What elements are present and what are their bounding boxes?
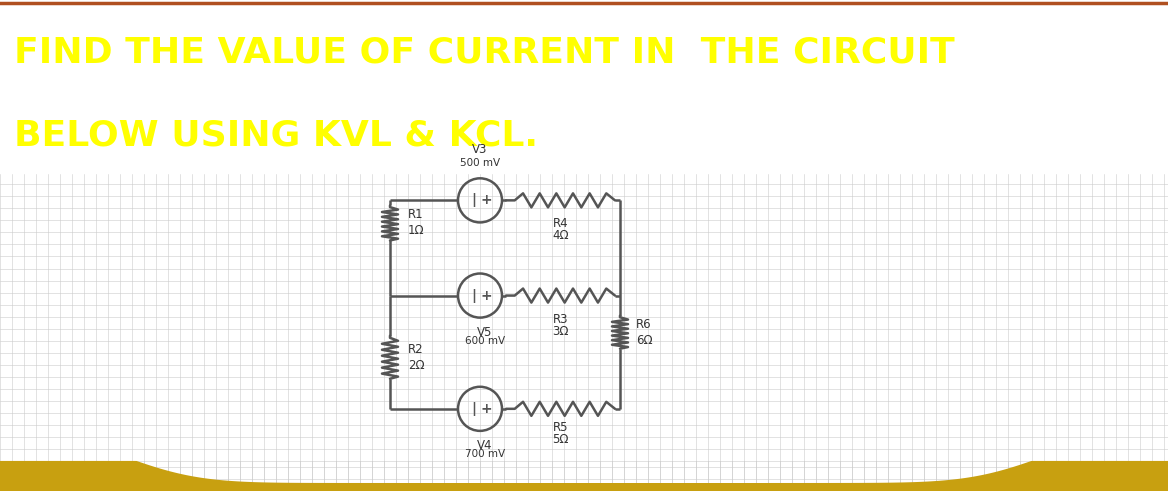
Text: +: + [480,289,492,302]
Text: R6: R6 [637,318,652,330]
Text: 600 mV: 600 mV [465,336,505,346]
Text: 5Ω: 5Ω [552,433,569,446]
Text: R2: R2 [408,343,424,355]
Text: V4: V4 [478,439,493,452]
Text: +: + [480,193,492,207]
Text: |: | [472,193,477,207]
Polygon shape [0,461,399,491]
Polygon shape [769,461,1168,491]
Text: 6Ω: 6Ω [637,334,653,347]
Text: R5: R5 [552,421,569,434]
Text: 700 mV: 700 mV [465,449,505,459]
Text: R1: R1 [408,208,424,221]
Text: 500 mV: 500 mV [460,158,500,168]
Text: V5: V5 [478,326,493,339]
Text: BELOW USING KVL & KCL.: BELOW USING KVL & KCL. [14,119,538,153]
Text: 4Ω: 4Ω [552,229,569,243]
Text: R3: R3 [552,313,569,326]
Bar [0,483,1168,491]
Text: R4: R4 [552,218,569,230]
Text: +: + [480,402,492,416]
Text: FIND THE VALUE OF CURRENT IN  THE CIRCUIT: FIND THE VALUE OF CURRENT IN THE CIRCUIT [14,35,954,69]
Text: 2Ω: 2Ω [408,359,425,372]
Text: 3Ω: 3Ω [552,325,569,338]
Text: |: | [472,289,477,302]
Text: 1Ω: 1Ω [408,224,425,238]
Text: |: | [472,402,477,416]
Text: V3: V3 [472,143,488,156]
